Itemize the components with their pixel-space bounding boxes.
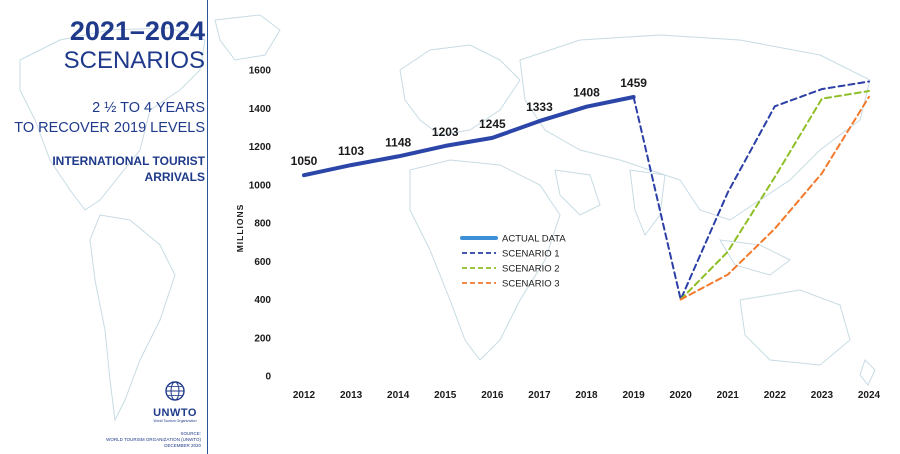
recovery-note-line2: TO RECOVER 2019 LEVELS [14, 120, 205, 136]
y-tick-label: 200 [254, 333, 271, 344]
data-label: 1103 [338, 144, 364, 158]
data-label: 1050 [291, 154, 318, 168]
data-label: 1459 [620, 76, 647, 90]
x-tick-label: 2022 [764, 390, 787, 401]
x-tick-label: 2021 [717, 390, 740, 401]
source-line1: SOURCE: [180, 431, 201, 436]
y-tick-label: 1000 [249, 180, 272, 191]
title-years: 2021–2024 [69, 16, 205, 46]
series-line-actual-data [302, 95, 636, 178]
x-tick-label: 2020 [670, 390, 693, 401]
logo-tagline: World Tourism Organization [153, 419, 197, 423]
data-label: 1148 [385, 135, 411, 149]
x-tick-label: 2024 [858, 390, 881, 401]
recovery-note: 2 ½ TO 4 YEARS TO RECOVER 2019 LEVELS [14, 98, 205, 138]
source-line2: WORLD TOURISM ORGANIZATION (UNWTO) [106, 437, 201, 442]
y-tick-label: 400 [254, 295, 271, 306]
x-tick-label: 2013 [340, 390, 363, 401]
x-tick-label: 2017 [528, 390, 551, 401]
data-label: 1245 [479, 117, 506, 131]
legend-label: SCENARIO 1 [502, 249, 560, 260]
legend-label: SCENARIO 3 [502, 279, 560, 290]
y-axis-label: MILLIONS [235, 204, 245, 253]
title-panel: 2021–2024 SCENARIOS 2 ½ TO 4 YEARS TO RE… [0, 0, 205, 454]
metric-label-line1: INTERNATIONAL TOURIST [52, 154, 205, 168]
metric-label: INTERNATIONAL TOURIST ARRIVALS [52, 153, 205, 185]
y-tick-label: 0 [265, 372, 271, 383]
data-label: 1408 [573, 86, 600, 100]
unwto-logo: UNWTO World Tourism Organization [150, 380, 200, 423]
series-line-scenario-2 [679, 90, 870, 301]
x-tick-label: 2019 [622, 390, 645, 401]
series-lines [302, 80, 870, 301]
x-tick-label: 2023 [811, 390, 834, 401]
legend-label: SCENARIO 2 [502, 264, 560, 275]
y-tick-label: 600 [254, 257, 271, 268]
y-tick-label: 800 [254, 219, 271, 230]
y-tick-label: 1600 [249, 66, 272, 77]
source-note: SOURCE: WORLD TOURISM ORGANIZATION (UNWT… [106, 431, 201, 449]
data-label: 1203 [432, 125, 459, 139]
x-axis: 2012 2013 2014 2015 2016 2017 2018 2019 2020 2021… [293, 390, 881, 401]
y-tick-label: 1200 [249, 142, 272, 153]
data-labels: 1050 1103 1148 1203 1245 1333 1408 1459 [291, 76, 648, 168]
logo-name: UNWTO [153, 407, 197, 419]
title-subtitle: SCENARIOS [63, 47, 205, 74]
vertical-divider [207, 0, 208, 454]
series-line-scenario-3 [679, 95, 870, 301]
legend: ACTUAL DATA SCENARIO 1 SCENARIO 2 SCENARIO … [460, 234, 566, 290]
series-line-scenario-1 [632, 80, 870, 301]
recovery-note-line1: 2 ½ TO 4 YEARS [92, 100, 205, 116]
globe-icon [165, 381, 185, 401]
source-line3: DECEMBER 2020 [164, 443, 201, 448]
x-tick-label: 2015 [434, 390, 457, 401]
x-tick-label: 2016 [481, 390, 504, 401]
x-tick-label: 2014 [387, 390, 410, 401]
x-tick-label: 2018 [575, 390, 598, 401]
y-tick-label: 1400 [249, 104, 272, 115]
metric-label-line2: ARRIVALS [144, 170, 205, 184]
legend-label: ACTUAL DATA [502, 234, 566, 245]
y-axis: 0 200 400 600 800 1000 1200 1400 1600 MILLIONS [235, 66, 271, 383]
x-tick-label: 2012 [293, 390, 316, 401]
data-label: 1333 [526, 100, 553, 114]
